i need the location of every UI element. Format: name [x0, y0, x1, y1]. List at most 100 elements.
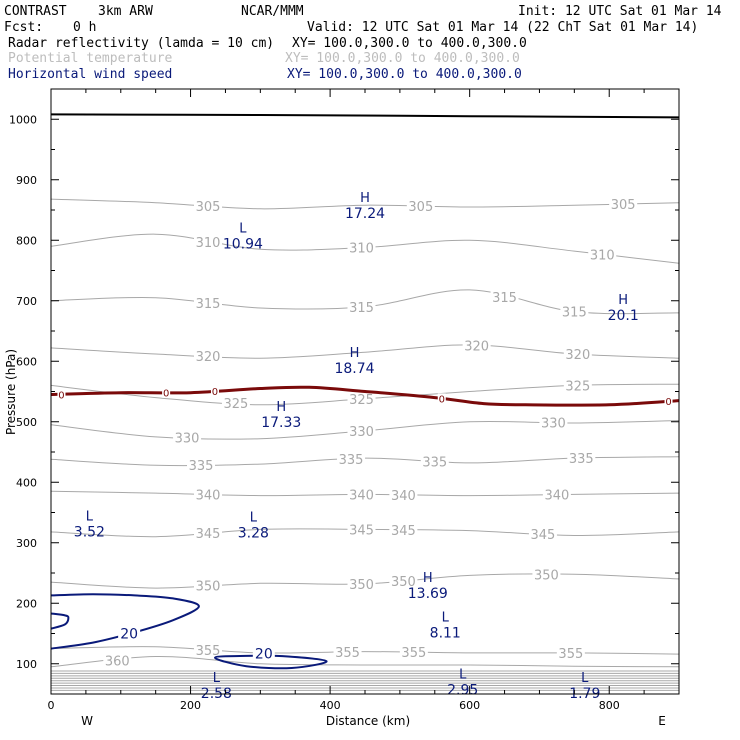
theta-contour-label: 340 — [196, 488, 221, 503]
theta-label-bg — [532, 567, 561, 582]
fcst-value: 0 h — [73, 20, 96, 35]
theta-label-bg — [173, 430, 202, 445]
extremum-value: 3.52 — [74, 524, 105, 540]
theta-label-bg — [609, 197, 638, 212]
extremum-type: H — [360, 191, 370, 206]
theta-contour-label: 305 — [408, 200, 433, 215]
theta-label-bg — [194, 198, 222, 213]
theta-label-bg — [588, 247, 617, 262]
theta-contour-label: 355 — [401, 646, 426, 661]
extremum-value: 2.95 — [447, 682, 478, 698]
theta-label-bg — [333, 644, 362, 659]
theta-label-bg — [563, 347, 592, 362]
extremum-type: L — [250, 511, 258, 526]
theta-contour-label: 360 — [105, 654, 130, 669]
theta-contour-305 — [51, 198, 679, 210]
theta-label-bg — [347, 487, 376, 502]
theta-label-bg — [406, 199, 435, 214]
extremum-type: H — [350, 346, 360, 361]
freezing-level-label: 0 — [665, 397, 671, 408]
theta-label-bg — [194, 578, 222, 593]
theta-label-bg — [194, 487, 222, 502]
theta-label-bg — [560, 304, 589, 319]
theta-label-bg — [542, 487, 571, 502]
theta-contour-label: 305 — [611, 198, 636, 213]
theta-contour-label: 350 — [349, 578, 374, 593]
y-tick-label: 1000 — [9, 113, 37, 126]
extremum-value: 13.69 — [408, 586, 448, 602]
theta-label-bg — [420, 454, 449, 469]
theta-contour-label: 340 — [349, 488, 374, 503]
extremum-type: H — [618, 293, 628, 308]
theta-label-bg — [490, 290, 519, 305]
theta-contour-label: 350 — [196, 580, 221, 595]
theta-contour-label: 340 — [544, 489, 569, 504]
field-xy-wind: XY= 100.0,300.0 to 400.0,300.0 — [287, 67, 522, 82]
theta-contour-label: 355 — [335, 646, 360, 661]
freezing-label-bg — [664, 396, 673, 407]
theta-contour-label: 355 — [558, 647, 583, 662]
west-end-label: W — [81, 714, 93, 728]
theta-contour-label: 320 — [464, 340, 489, 355]
east-end-label: E — [658, 714, 666, 728]
extremum-value: 17.33 — [261, 415, 301, 431]
theta-contour-label: 350 — [534, 569, 559, 584]
theta-contour-label: 310 — [590, 248, 615, 263]
y-tick-label: 700 — [16, 295, 37, 308]
y-axis-label: Pressure (hPa) — [4, 349, 18, 435]
theta-contour-label: 335 — [569, 452, 594, 467]
theta-label-bg — [556, 645, 585, 660]
theta-label-bg — [221, 396, 250, 411]
reflectivity-contour-line — [50, 113, 680, 119]
field-xy-reflectivity: XY= 100.0,300.0 to 400.0,300.0 — [292, 36, 527, 51]
theta-contour-label: 345 — [196, 527, 221, 542]
theta-label-bg — [103, 653, 132, 668]
freezing-label-bg — [210, 386, 219, 397]
freezing-label-bg — [437, 393, 446, 404]
theta-contour-label: 335 — [189, 459, 214, 474]
theta-label-bg — [187, 457, 216, 472]
wind-contour-20 — [51, 593, 200, 650]
theta-label-bg — [347, 391, 376, 406]
extremum-value: 17.24 — [345, 206, 385, 222]
theta-contour-label: 310 — [196, 236, 221, 251]
theta-contour-label: 345 — [531, 528, 556, 543]
institution-name: NCAR/MMM — [241, 4, 304, 19]
x-tick-label: 200 — [180, 699, 201, 712]
theta-contour-label: 320 — [196, 350, 221, 365]
extremum-value: 3.28 — [238, 526, 269, 542]
reflectivity-contour — [50, 113, 680, 119]
y-tick-label: 900 — [16, 174, 37, 187]
fcst-label: Fcst: — [4, 20, 43, 35]
y-tick-label: 800 — [16, 234, 37, 247]
wind-contour-20 — [51, 612, 70, 630]
y-tick-label: 500 — [16, 416, 37, 429]
theta-contour-label: 325 — [349, 393, 374, 408]
theta-contour-360 — [51, 655, 679, 668]
extremum-type: H — [276, 400, 286, 415]
wind-contour-label: 20 — [255, 646, 273, 662]
theta-contour-label: 325 — [223, 397, 248, 412]
theta-contours: 305 305 305 310 310 310 315 315 315 315 320 320 320 3… — [51, 197, 679, 691]
theta-label-bg — [567, 450, 596, 465]
experiment-name: CONTRAST — [4, 4, 67, 19]
extremum-value: 10.94 — [223, 236, 263, 252]
extremum-type: L — [459, 667, 467, 682]
field-xy-theta: XY= 100.0,300.0 to 400.0,300.0 — [285, 51, 520, 66]
theta-contour-label: 355 — [196, 644, 221, 659]
field-name-wind: Horizontal wind speed — [8, 67, 172, 82]
theta-label-bg — [399, 645, 428, 660]
freezing-level: 0 0 0 0 0 — [50, 385, 680, 408]
theta-label-bg — [347, 424, 376, 439]
theta-contour-label: 335 — [339, 453, 364, 468]
x-axis-label: Distance (km) — [326, 714, 410, 728]
theta-contour-label: 345 — [391, 524, 416, 539]
theta-label-bg — [194, 295, 222, 310]
extremum-type: L — [239, 221, 247, 236]
theta-label-bg — [194, 526, 222, 541]
theta-label-bg — [194, 642, 222, 657]
theta-label-bg — [194, 234, 222, 249]
